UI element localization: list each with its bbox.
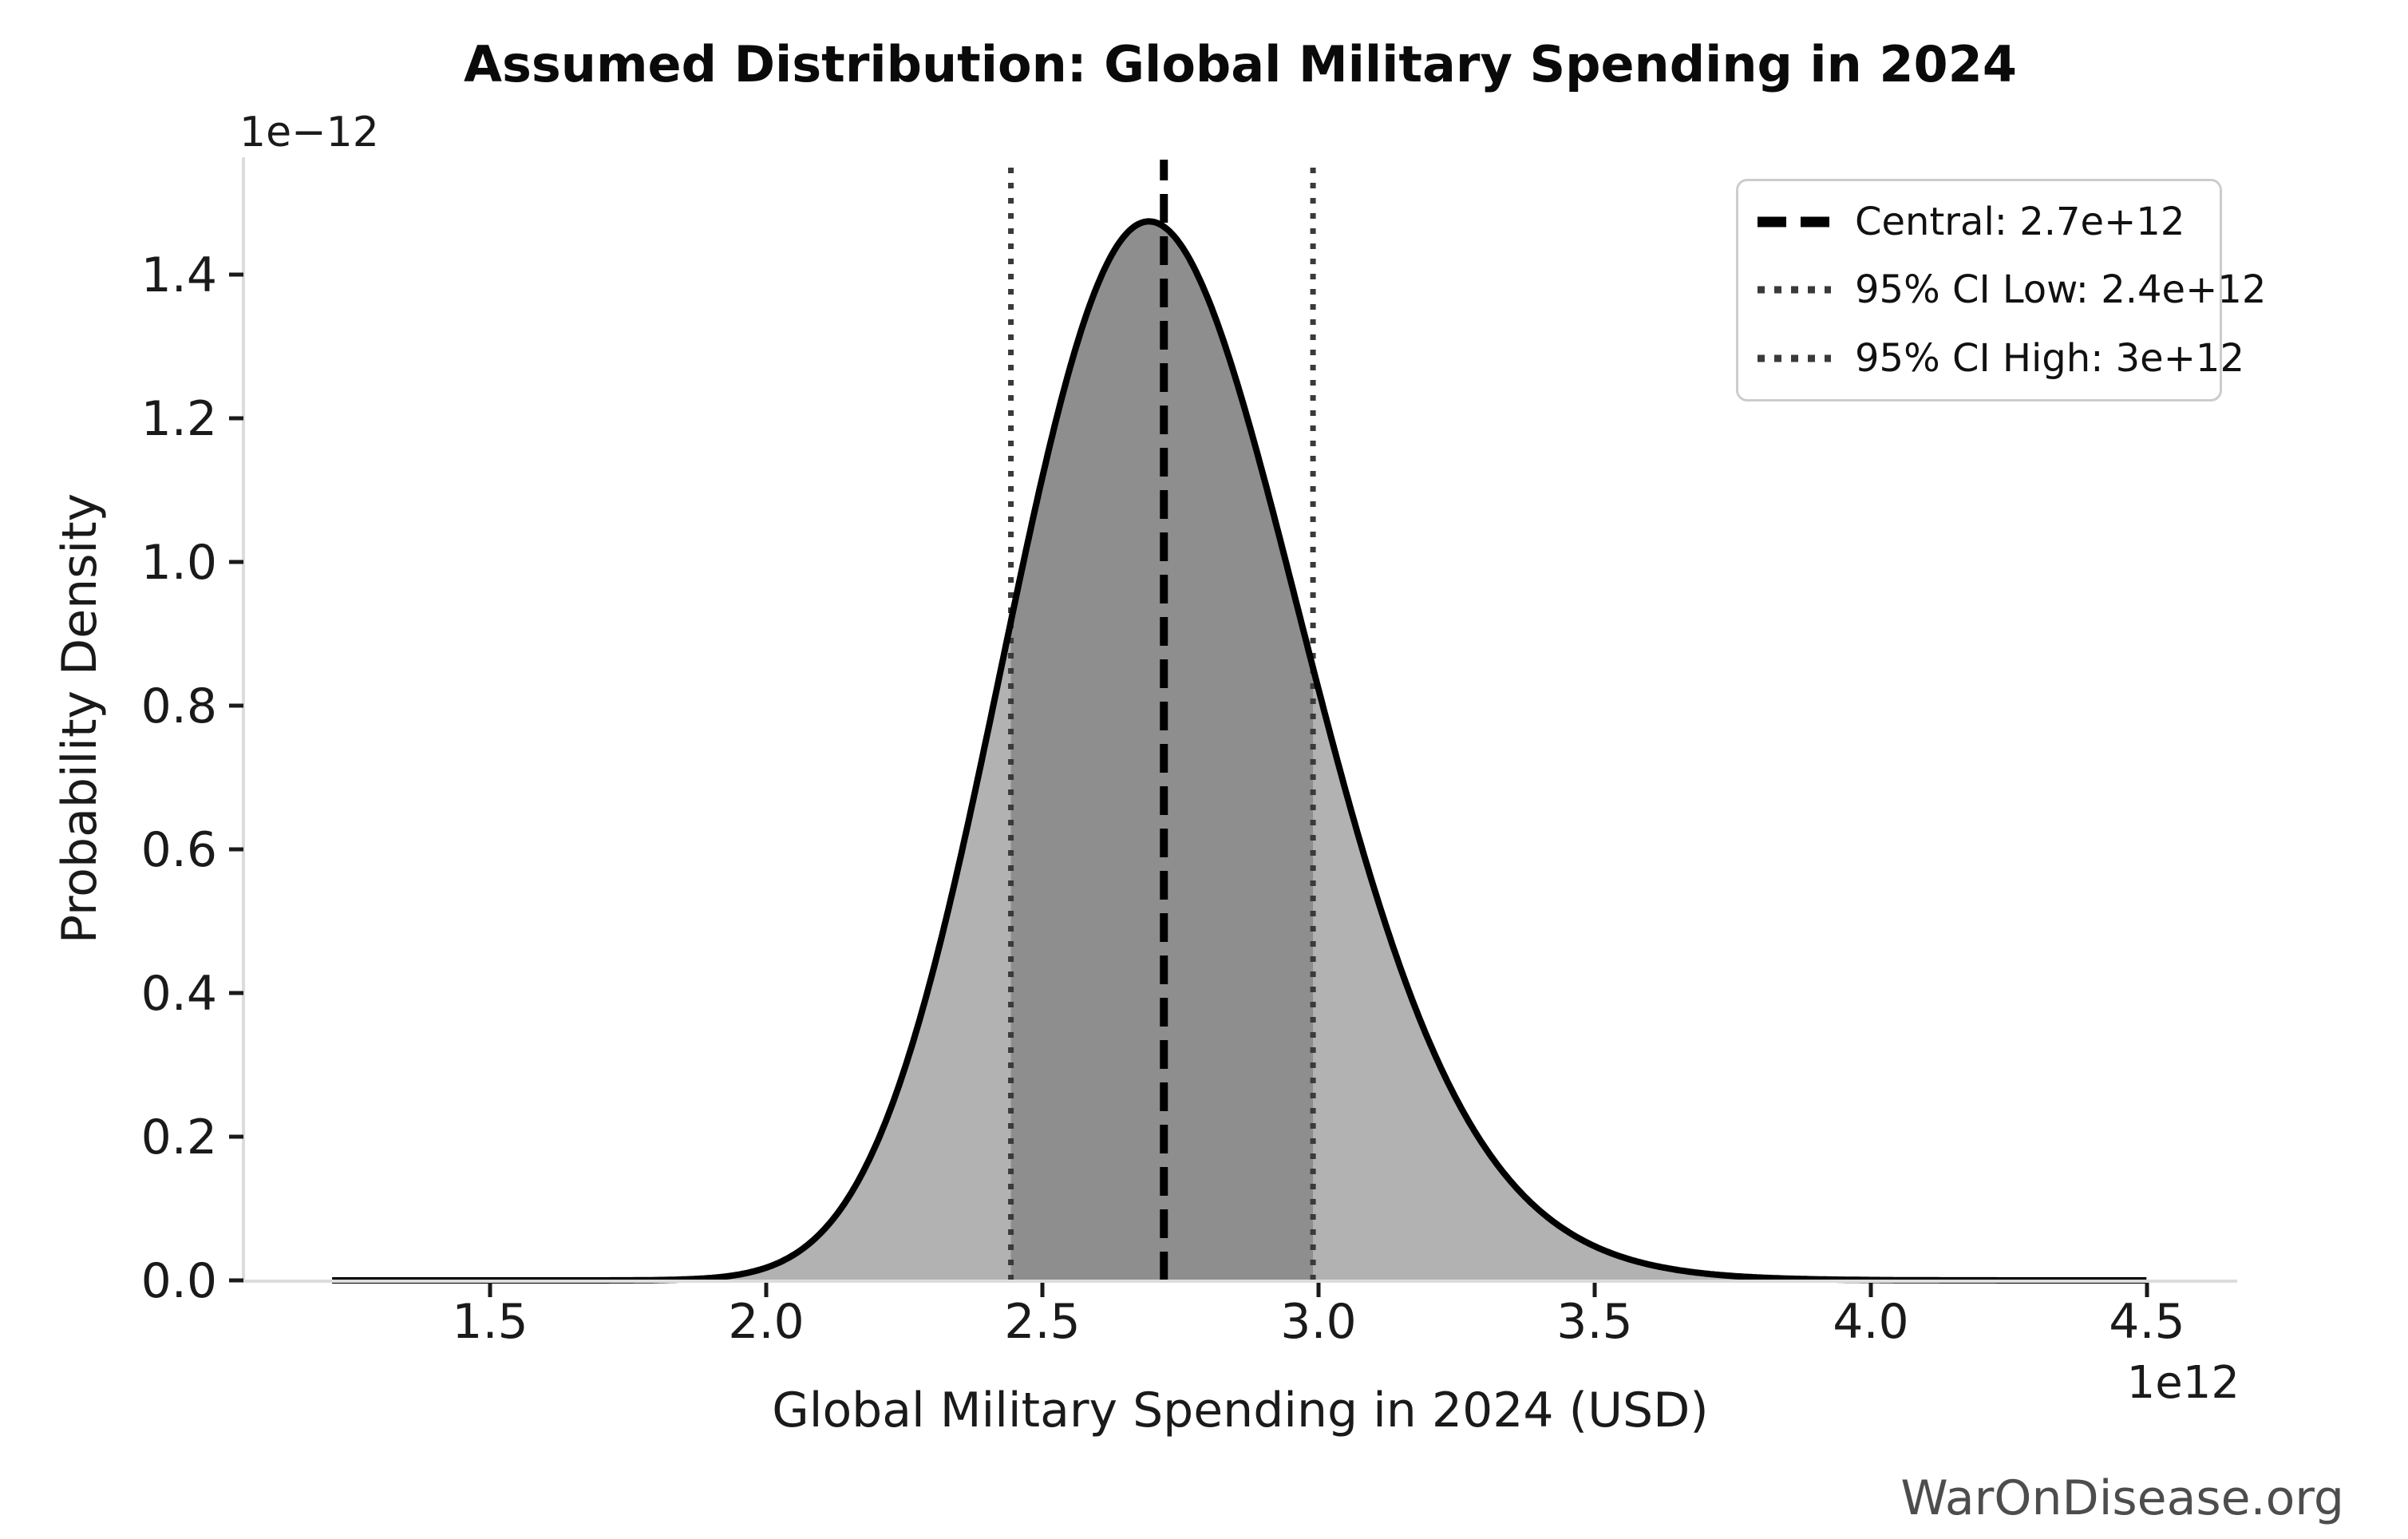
tick-label: 2.0 [728,1294,804,1350]
dotted-line-icon [1758,286,1831,294]
y-axis-offset-label: 1e−12 [239,109,379,156]
tick-label: 1.2 [141,391,217,447]
legend-label: Central: 2.7e+12 [1855,199,2185,244]
legend-label: 95% CI Low: 2.4e+12 [1855,267,2267,313]
watermark: WarOnDisease.org [1900,1470,2344,1526]
dashed-line-icon [1758,216,1831,227]
tick-label: 4.5 [2109,1294,2185,1350]
tick-label: 4.0 [1833,1294,1908,1350]
tick-label: 1.0 [141,535,217,591]
chart-title: Assumed Distribution: Global Military Sp… [464,35,2017,93]
legend-item-central: Central: 2.7e+12 [1756,200,2212,244]
dotted-line-icon [1758,354,1831,362]
tick-label: 0.0 [141,1253,217,1309]
tick-label: 2.5 [1004,1294,1080,1350]
tick-label: 1.5 [452,1294,528,1350]
tick-label: 1.4 [141,247,217,303]
legend-item-ci-low: 95% CI Low: 2.4e+12 [1756,267,2266,312]
tick-label: 0.8 [141,679,217,734]
legend-label: 95% CI High: 3e+12 [1855,336,2244,382]
legend-item-ci-high: 95% CI High: 3e+12 [1756,336,2244,381]
y-axis-ticks: 0.0 0.2 0.4 0.6 0.8 1.0 1.2 1.4 [141,247,243,1309]
legend: Central: 2.7e+12 95% CI Low: 2.4e+12 95%… [1736,179,2266,402]
tick-label: 3.5 [1556,1294,1632,1350]
tick-label: 0.2 [141,1110,217,1165]
x-axis-ticks: 1.5 2.0 2.5 3.0 3.5 4.0 4.5 [452,1283,2185,1350]
tick-label: 3.0 [1280,1294,1356,1350]
tick-label: 0.6 [141,822,217,878]
tick-label: 0.4 [141,966,217,1022]
x-axis-label: Global Military Spending in 2024 (USD) [772,1383,1709,1438]
x-axis-offset-label: 1e12 [2126,1357,2240,1409]
